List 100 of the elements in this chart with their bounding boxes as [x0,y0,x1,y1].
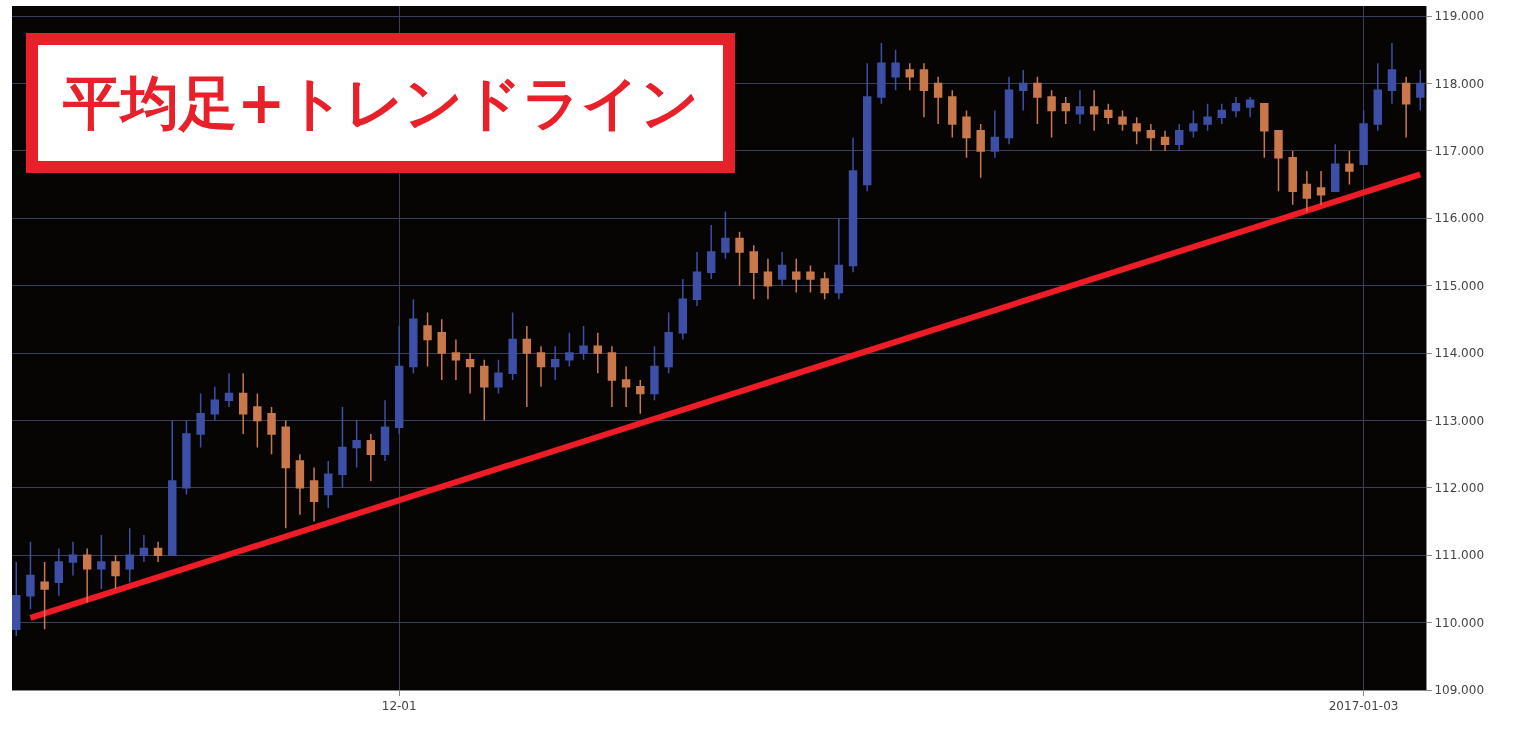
x-tick-label: 2017-01-03 [1328,699,1399,714]
candlestick [40,561,49,631]
candlestick [168,419,177,556]
candlestick [1160,129,1170,152]
candlestick [1245,96,1255,118]
candlestick [1231,96,1241,118]
candlestick [834,217,844,300]
candlestick [749,244,758,300]
candlestick [806,264,815,294]
candlestick [210,386,220,422]
y-tick-label: 113.000 [1434,413,1485,428]
candlestick [380,399,390,462]
candlestick [948,89,957,139]
candlestick [1316,170,1326,206]
candlestick [905,62,914,91]
candlestick [68,540,78,577]
candlestick [295,453,305,516]
y-tick-label: 110.000 [1434,615,1485,630]
candlestick [1274,129,1283,193]
candlestick [111,554,120,590]
candlestick [522,325,532,408]
y-tick-label: 109.000 [1434,683,1485,698]
candlestick [54,547,64,597]
candlestick [238,372,248,435]
candlestick [338,406,347,489]
candlestick [735,231,744,287]
candlestick [253,392,262,449]
candlestick [919,62,929,118]
candlestick [394,325,404,435]
candlestick [12,561,21,637]
candlestick [1175,123,1184,152]
candlestick [82,547,92,604]
candlestick [550,345,560,381]
candlestick [792,257,801,294]
text: 平均足+トレンドライン [62,69,699,137]
y-tick-label: 117.000 [1434,144,1485,159]
candlestick [352,419,361,469]
candlestick [1089,89,1099,132]
candlestick [593,332,602,375]
candlestick [465,352,475,395]
candlestick [990,109,1000,159]
candlestick [196,392,205,449]
candlestick [1387,42,1397,105]
candlestick [508,311,517,381]
candlestick [678,278,688,341]
candlestick [933,76,943,125]
candlestick [1033,76,1042,125]
candlestick [125,527,134,583]
candlestick [1217,102,1226,125]
candlestick [324,460,333,509]
y-tick-label: 115.000 [1434,278,1485,293]
candlestick [1189,109,1198,139]
candlestick [536,345,546,388]
candlestick [437,318,446,381]
candlestick [621,365,631,408]
candlestick [636,379,645,415]
candlestick [763,257,773,300]
y-tick-label: 116.000 [1434,211,1485,226]
candlestick [848,136,858,273]
y-tick-label: 119.000 [1434,9,1485,24]
candlestick [706,224,716,280]
candlestick [139,534,149,563]
candlestick [182,419,191,496]
candlestick [1118,109,1127,132]
candlestick [1075,89,1085,125]
candlestick [1203,102,1212,132]
candlestick [777,251,787,287]
candlestick [820,271,829,300]
candlestick [664,311,673,375]
candlestick [891,49,900,91]
candlestick [1004,76,1014,145]
candlestick [976,123,985,179]
candlestick [607,345,617,408]
y-tick-label: 118.000 [1434,76,1485,91]
candlestick [1260,102,1269,159]
candlestick [962,109,971,159]
candlestick [1061,96,1070,125]
x-tick-label: 12-01 [381,699,417,714]
candlestick [1104,102,1113,125]
candlestick [1018,69,1028,112]
candlestick [579,325,588,361]
candlestick [692,251,702,307]
y-tick-label: 114.000 [1434,346,1485,361]
candlestick [1146,123,1156,152]
candlestick [309,466,319,523]
candlestick [267,406,276,455]
candlestick [494,359,503,395]
y-tick-label: 111.000 [1434,548,1485,563]
candlestick [423,311,432,368]
candlestick [1416,69,1425,112]
candlestick [451,338,461,381]
candlestick [1302,170,1312,213]
candlestick [26,540,35,610]
candlestick [1331,143,1340,193]
candlestick [1132,116,1141,145]
candlestick [1288,150,1297,206]
candlestick [1373,62,1382,132]
candlestick [1345,150,1354,186]
candlestick [153,540,163,563]
candlestick [281,419,290,530]
